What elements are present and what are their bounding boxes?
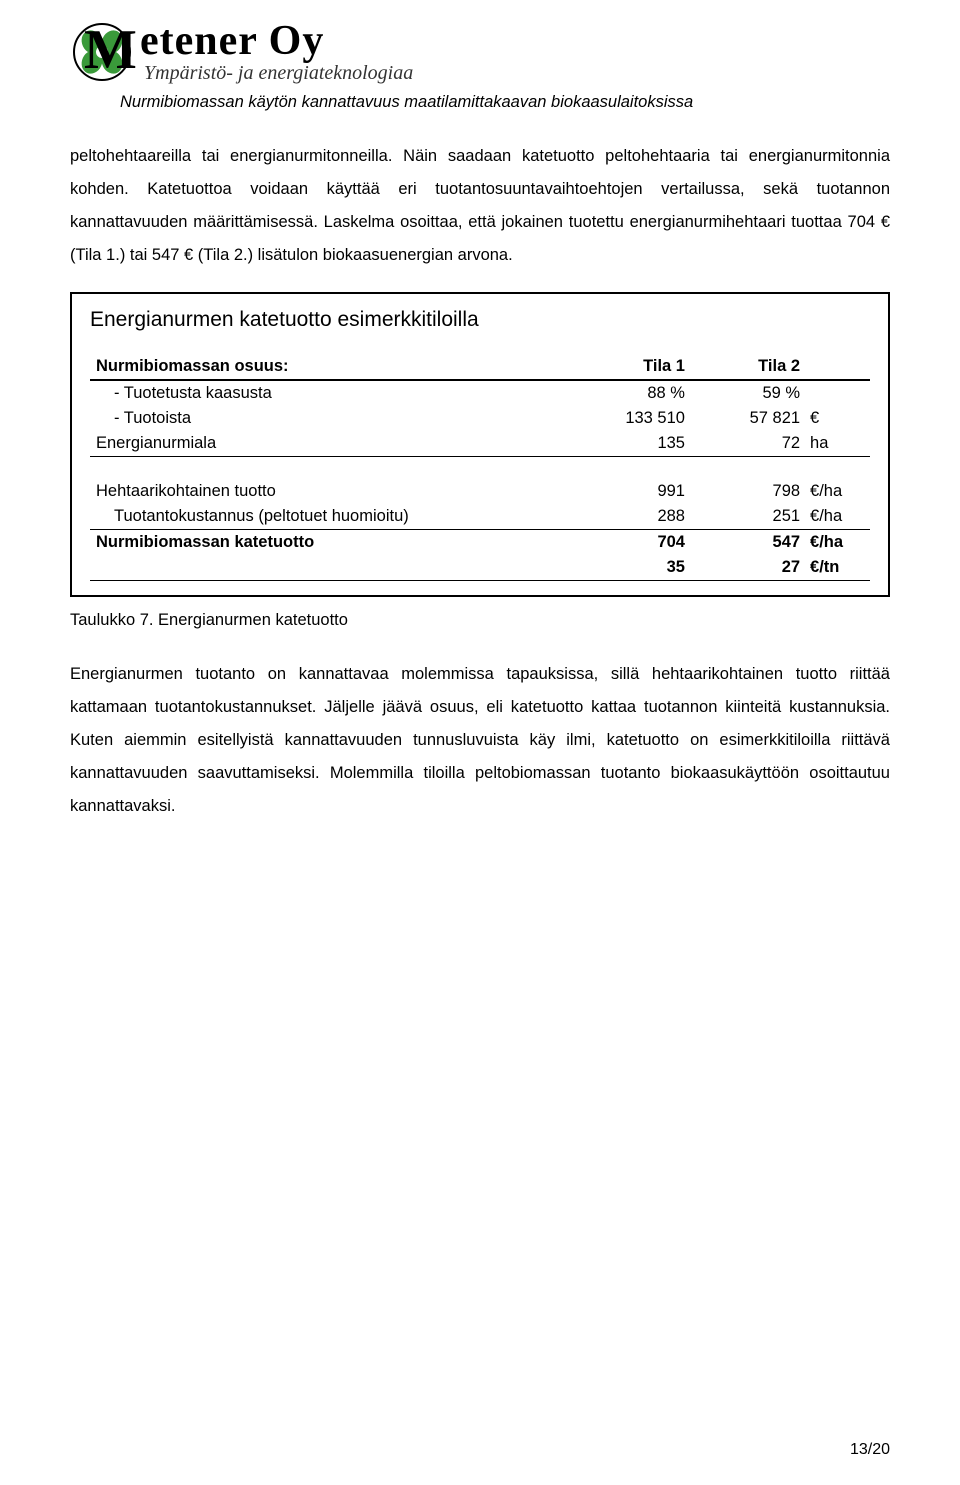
paragraph-2: Energianurmen tuotanto on kannattavaa mo… [70, 658, 890, 823]
header-label: Nurmibiomassan osuus: [90, 354, 576, 380]
cell-unit: €/tn [806, 555, 870, 581]
data-table: Nurmibiomassan osuus: Tila 1 Tila 2 - Tu… [90, 354, 870, 581]
table-row: 35 27 €/tn [90, 555, 870, 581]
brand-header: M etener Oy Ympäristö- ja energiateknolo… [70, 20, 890, 85]
svg-text:M: M [84, 20, 137, 81]
table-row: Energianurmiala 135 72 ha [90, 431, 870, 457]
table-row: - Tuotoista 133 510 57 821 € [90, 406, 870, 431]
cell-unit: ha [806, 431, 870, 457]
header-unit [806, 354, 870, 380]
cell-unit: €/ha [806, 529, 870, 555]
cell-v2: 27 [691, 555, 806, 581]
cell-label: Hehtaarikohtainen tuotto [90, 479, 576, 504]
header-c2: Tila 2 [691, 354, 806, 380]
cell-label [90, 555, 576, 581]
cell-label: Nurmibiomassan katetuotto [90, 529, 576, 555]
table-title: Energianurmen katetuotto esimerkkitiloil… [90, 308, 870, 332]
cell-v1: 35 [576, 555, 691, 581]
cell-v2: 72 [691, 431, 806, 457]
cell-label: Tuotantokustannus (peltotuet huomioitu) [90, 504, 576, 530]
logo-icon: M [70, 20, 146, 84]
cell-v1: 133 510 [576, 406, 691, 431]
brand-name: etener Oy [140, 20, 413, 62]
brand-text: etener Oy Ympäristö- ja energiateknologi… [140, 20, 413, 85]
cell-label: - Tuotetusta kaasusta [90, 380, 576, 406]
brand-tagline: Ympäristö- ja energiateknologiaa [144, 62, 413, 85]
cell-unit: €/ha [806, 479, 870, 504]
cell-label: - Tuotoista [90, 406, 576, 431]
paragraph-1: peltohehtaareilla tai energianurmitonnei… [70, 140, 890, 272]
table-row: - Tuotetusta kaasusta 88 % 59 % [90, 380, 870, 406]
table-container: Energianurmen katetuotto esimerkkitiloil… [70, 292, 890, 597]
page-number: 13/20 [850, 1441, 890, 1459]
header-c1: Tila 1 [576, 354, 691, 380]
spacer-row [90, 457, 870, 479]
table-row: Hehtaarikohtainen tuotto 991 798 €/ha [90, 479, 870, 504]
table-row: Nurmibiomassan katetuotto 704 547 €/ha [90, 529, 870, 555]
page: M etener Oy Ympäristö- ja energiateknolo… [0, 0, 960, 1485]
cell-v2: 59 % [691, 380, 806, 406]
cell-v1: 991 [576, 479, 691, 504]
cell-v1: 288 [576, 504, 691, 530]
cell-v2: 547 [691, 529, 806, 555]
cell-v1: 135 [576, 431, 691, 457]
cell-label: Energianurmiala [90, 431, 576, 457]
cell-unit [806, 380, 870, 406]
cell-v1: 704 [576, 529, 691, 555]
table-row: Tuotantokustannus (peltotuet huomioitu) … [90, 504, 870, 530]
cell-v2: 798 [691, 479, 806, 504]
cell-unit: € [806, 406, 870, 431]
cell-v2: 57 821 [691, 406, 806, 431]
cell-v1: 88 % [576, 380, 691, 406]
document-title: Nurmibiomassan käytön kannattavuus maati… [120, 93, 890, 112]
table-caption: Taulukko 7. Energianurmen katetuotto [70, 611, 890, 630]
cell-unit: €/ha [806, 504, 870, 530]
cell-v2: 251 [691, 504, 806, 530]
table-header-row: Nurmibiomassan osuus: Tila 1 Tila 2 [90, 354, 870, 380]
